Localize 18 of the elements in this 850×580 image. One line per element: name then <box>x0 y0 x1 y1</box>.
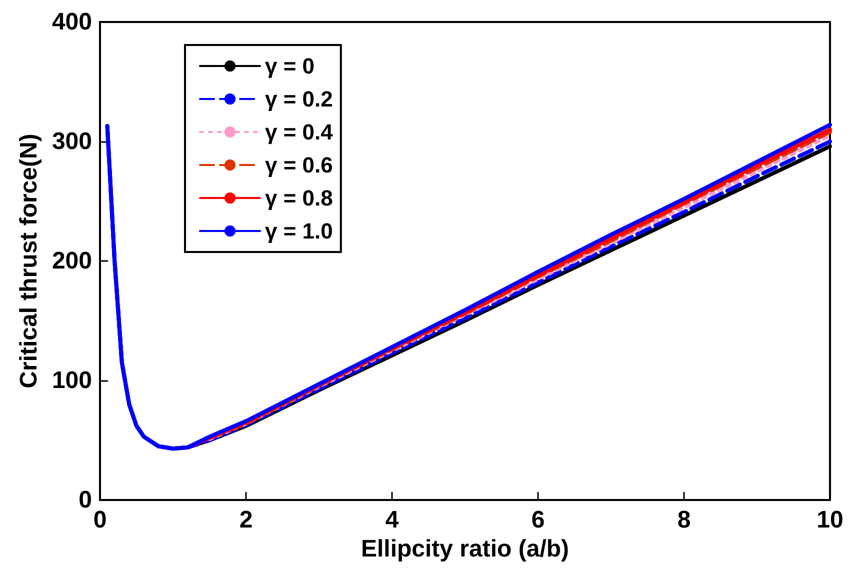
y-axis-title: Critical thrust force(N) <box>16 134 43 388</box>
y-tick-label: 100 <box>52 367 92 394</box>
legend-label: γ = 1.0 <box>265 218 333 244</box>
legend-label: γ = 0 <box>265 54 315 78</box>
x-tick-label: 6 <box>531 506 545 534</box>
y-tick-label: 200 <box>52 248 92 274</box>
x-tick-label: 10 <box>816 506 844 534</box>
legend-label: γ = 0.4 <box>265 120 334 144</box>
x-tick-label: 2 <box>239 506 253 534</box>
y-tick-label: 0 <box>78 486 92 514</box>
legend-label: γ = 0.6 <box>265 152 333 178</box>
x-axis-title: Ellipcity ratio (a/b) <box>360 535 570 562</box>
x-tick-label: 8 <box>677 506 691 534</box>
x-tick-label: 4 <box>385 506 400 534</box>
y-tick-label: 300 <box>52 128 92 155</box>
legend-label: γ = 0.8 <box>265 186 333 210</box>
legend-label: γ = 0.2 <box>265 86 333 112</box>
y-tick-label: 400 <box>52 8 92 36</box>
